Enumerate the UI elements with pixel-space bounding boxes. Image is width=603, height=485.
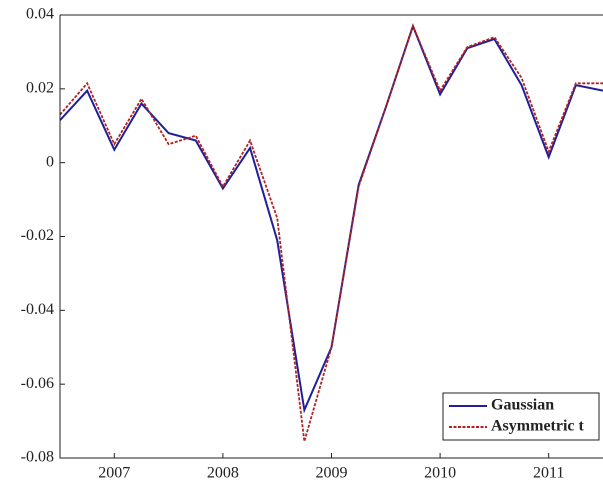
y-tick-label: 0 [46, 153, 54, 170]
x-tick-label: 2010 [424, 465, 456, 482]
y-tick-label: -0.02 [21, 227, 54, 244]
plot-area [60, 23, 603, 442]
y-tick-label: -0.08 [21, 449, 54, 466]
series-line [60, 23, 603, 442]
x-tick-label: 2007 [98, 465, 130, 482]
legend-box [442, 392, 600, 441]
x-tick-label: 2008 [207, 465, 239, 482]
y-tick-label: -0.06 [21, 375, 54, 392]
series-line [60, 23, 603, 414]
legend-label: Gaussian [491, 397, 554, 414]
y-tick-label: 0.02 [26, 80, 54, 97]
y-tick-label: -0.04 [21, 301, 54, 318]
legend-label: Asymmetric t [491, 418, 585, 435]
x-tick-label: 2009 [316, 465, 348, 482]
y-tick-label: 0.04 [26, 6, 54, 23]
x-tick-label: 2011 [533, 465, 564, 482]
axes-box [59, 14, 603, 459]
